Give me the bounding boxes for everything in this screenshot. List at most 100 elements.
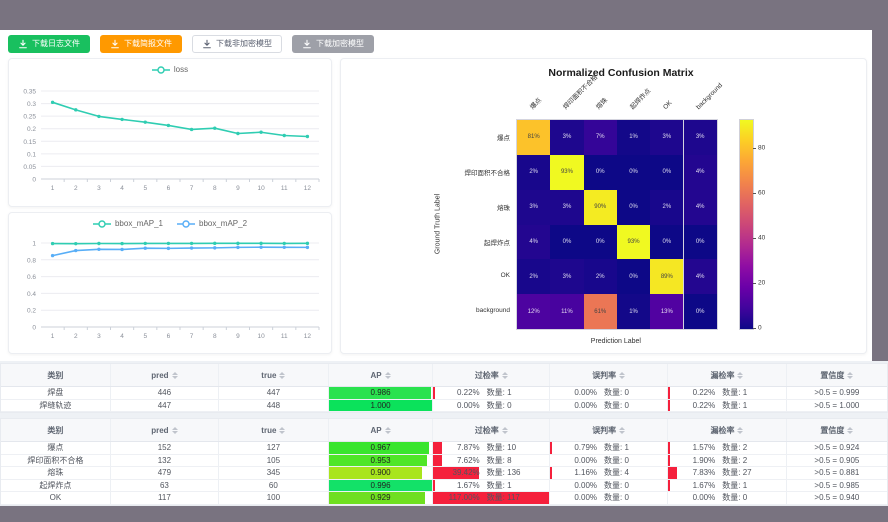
bbox-map-chart: 00.20.40.60.811 2 3 4 5 6 7 8 9 10 11 12	[27, 241, 320, 340]
matrix-row-label: 起焊炸点	[484, 239, 510, 247]
column-header-confidence[interactable]: 置信度	[787, 419, 887, 441]
cell-ap: 0.953	[328, 454, 434, 466]
rate-bar	[668, 442, 671, 454]
colorbar-tick-label: 60	[758, 189, 766, 197]
legend-line-icon	[151, 65, 170, 74]
column-header-misjudge-rate[interactable]: 误判率	[550, 419, 669, 441]
svg-text:7: 7	[190, 333, 194, 340]
sort-caret-icon[interactable]	[737, 371, 744, 379]
column-header-miss-rate[interactable]: 漏检率	[668, 419, 787, 441]
table-header-row: 类别 pred true AP 过检率 误判率 漏检率 置信度	[1, 364, 887, 387]
download-encrypted-model-button[interactable]: 下载加密模型	[292, 35, 374, 53]
cell-rate: 39.42% 数量: 136	[433, 467, 551, 479]
loss-chart-card: 0 0.05 0.1 0.15 0.2 0.25 0.3 0.35 1 2 3 4 5 6 7 8 9 10 11 1…	[8, 58, 332, 207]
svg-text:8: 8	[213, 185, 217, 192]
cell-confidence: >0.5 = 0.985	[814, 480, 860, 490]
sort-caret-icon[interactable]	[619, 426, 626, 434]
column-header-true[interactable]: true	[219, 364, 329, 386]
column-header-pred[interactable]: pred	[111, 364, 219, 386]
confusion-matrix-title: Normalized Confusion Matrix	[548, 67, 694, 79]
svg-text:0.2: 0.2	[27, 308, 36, 315]
matrix-cell: 3%	[550, 259, 585, 296]
cell-pred: 446	[111, 387, 219, 399]
column-header-category: 类别	[1, 419, 111, 441]
svg-text:0: 0	[32, 177, 36, 184]
matrix-cell: 3%	[550, 189, 585, 226]
column-header-miss-rate[interactable]: 漏检率	[668, 364, 787, 386]
ap-bar	[328, 442, 429, 454]
sort-caret-icon[interactable]	[501, 426, 508, 434]
cell-pred: 117	[111, 492, 219, 504]
defect-metrics-table: 类别 pred true AP 过检率 误判率 漏检率 置信度 爆点 152 127 0.967 7.8…	[0, 418, 888, 506]
matrix-row-label: 爆点	[497, 135, 510, 143]
column-header-pred[interactable]: pred	[111, 419, 219, 441]
sort-caret-icon[interactable]	[171, 426, 178, 434]
download-unencrypted-model-button[interactable]: 下载非加密模型	[192, 35, 282, 53]
svg-text:11: 11	[281, 185, 288, 192]
metrics-tables-section: 类别 pred true AP 过检率 误判率 漏检率 置信度 焊盘 446 447 0.986 0.2…	[0, 361, 888, 506]
sort-caret-icon[interactable]	[847, 371, 854, 379]
x-axis-title: Prediction Label	[590, 338, 641, 346]
download-icon	[202, 39, 212, 49]
matrix-cell: 0%	[583, 154, 618, 191]
sort-caret-icon[interactable]	[279, 371, 286, 379]
cell-rate: 0.00% 数量: 0	[668, 492, 787, 504]
cell-confidence: >0.5 = 1.000	[814, 400, 860, 410]
cell-rate: 0.22% 数量: 1	[668, 387, 787, 399]
download-report-button[interactable]: 下载简报文件	[100, 35, 182, 53]
table-row: 焊盘 446 447 0.986 0.22% 数量: 1 0.00% 数量: 0 0.22% 数量…	[1, 387, 887, 400]
sort-caret-icon[interactable]	[619, 371, 626, 379]
cell-rate: 7.87% 数量: 10	[433, 442, 551, 454]
matrix-cell: 2%	[517, 154, 552, 191]
matrix-cell: 13%	[650, 294, 685, 331]
svg-text:10: 10	[257, 185, 265, 192]
sort-caret-icon[interactable]	[737, 426, 744, 434]
svg-text:1: 1	[51, 333, 55, 340]
cell-rate: 0.22% 数量: 1	[668, 399, 787, 411]
cell-pred: 152	[111, 442, 219, 454]
svg-text:0: 0	[32, 325, 36, 332]
column-header-true[interactable]: true	[219, 419, 329, 441]
sort-caret-icon[interactable]	[501, 371, 508, 379]
table-row: 起焊炸点 63 60 0.996 1.67% 数量: 1 0.00% 数量: 0 1.67% 数量…	[1, 479, 887, 492]
sort-caret-icon[interactable]	[847, 426, 854, 434]
svg-text:6: 6	[167, 185, 171, 192]
download-log-label: 下载日志文件	[32, 39, 80, 48]
legend-item-loss[interactable]: loss	[151, 65, 188, 74]
svg-text:0.05: 0.05	[23, 164, 36, 171]
matrix-row-label: background	[476, 306, 510, 314]
matrix-cell: 3%	[517, 189, 552, 226]
matrix-cell: 0%	[583, 224, 618, 261]
sort-caret-icon[interactable]	[279, 426, 286, 434]
cell-category: OK	[1, 492, 111, 504]
matrix-cell: 4%	[683, 259, 718, 296]
download-log-button[interactable]: 下载日志文件	[8, 35, 90, 53]
download-icon	[110, 39, 120, 49]
svg-text:0.35: 0.35	[23, 89, 36, 96]
cell-category: 熔珠	[1, 467, 111, 479]
legend-item-bbox_mAP_2[interactable]: bbox_mAP_2	[177, 219, 247, 228]
ap-bar	[328, 467, 422, 479]
column-header-confidence[interactable]: 置信度	[787, 364, 887, 386]
column-header-ap[interactable]: AP	[329, 419, 434, 441]
colorbar-tick-label: 40	[758, 234, 766, 242]
svg-text:5: 5	[143, 333, 147, 340]
matrix-cell: 2%	[517, 259, 552, 296]
column-header-misjudge-rate[interactable]: 误判率	[550, 364, 669, 386]
column-header-ap[interactable]: AP	[329, 364, 434, 386]
rate-bar	[668, 399, 671, 411]
matrix-cell: 4%	[683, 154, 718, 191]
column-header-overdetect-rate[interactable]: 过检率	[433, 419, 551, 441]
cell-true: 105	[219, 454, 329, 466]
sort-caret-icon[interactable]	[384, 371, 391, 379]
matrix-cell: 0%	[550, 224, 585, 261]
legend-item-bbox_mAP_1[interactable]: bbox_mAP_1	[92, 219, 163, 228]
svg-text:9: 9	[236, 333, 240, 340]
column-header-overdetect-rate[interactable]: 过检率	[433, 364, 551, 386]
cell-confidence: >0.5 = 0.924	[814, 443, 860, 453]
ap-bar	[328, 387, 431, 399]
matrix-column-label: OK	[661, 99, 674, 111]
sort-caret-icon[interactable]	[384, 426, 391, 434]
sort-caret-icon[interactable]	[171, 371, 178, 379]
